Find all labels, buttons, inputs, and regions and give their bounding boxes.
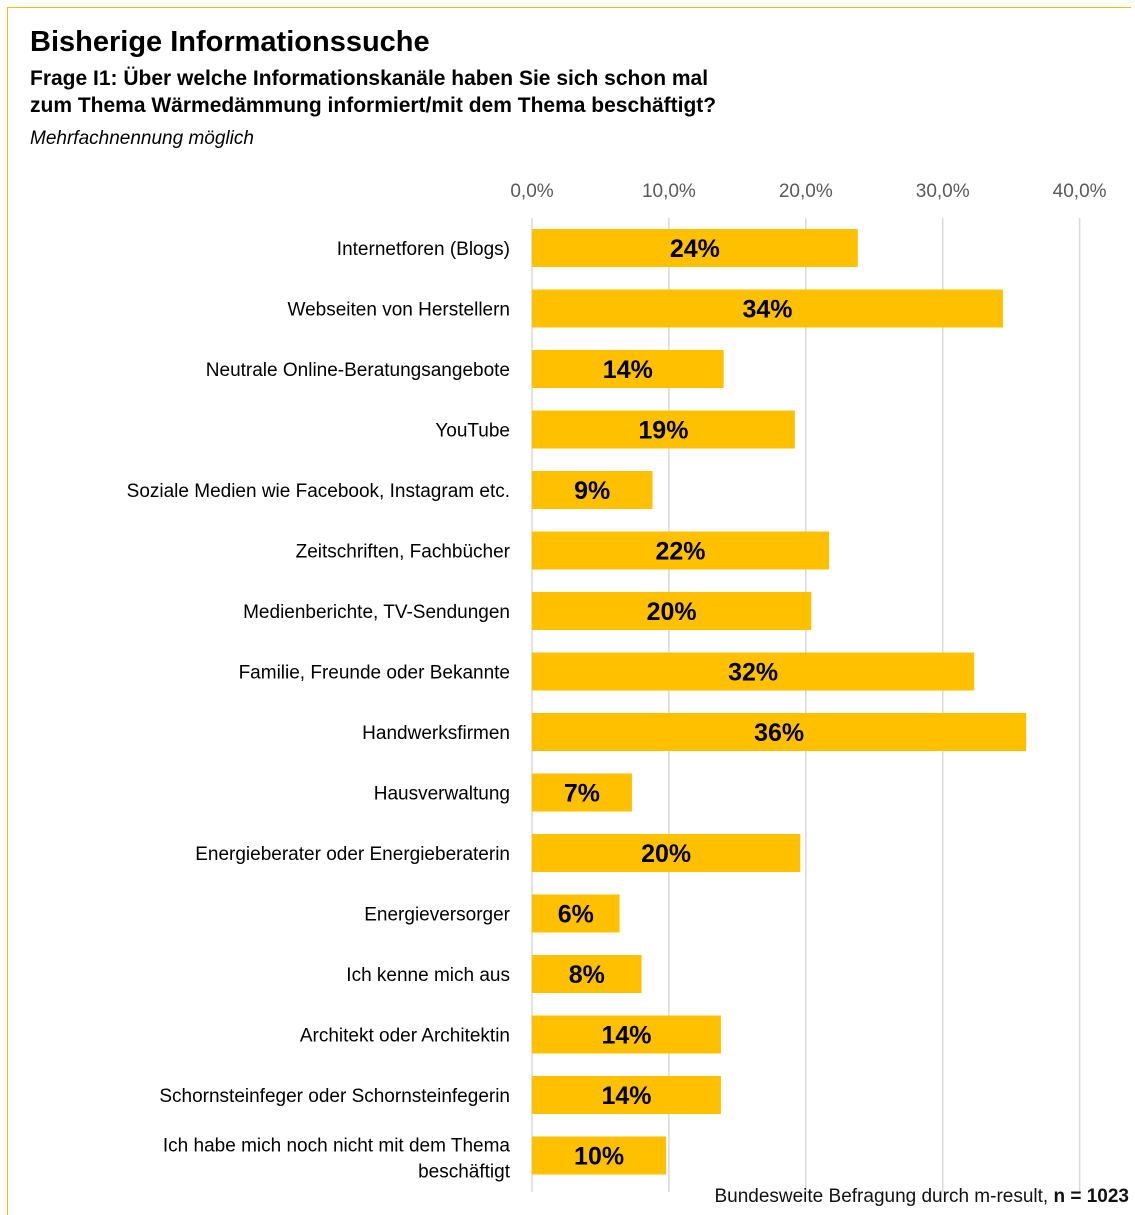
category-label: Handwerksfirmen [362,723,510,744]
category-label: Energieversorger [364,905,510,926]
bar [532,1076,721,1114]
question-text: Frage I1: Über welche Informationskanäle… [30,65,716,119]
footnote: Bundesweite Befragung durch m-result, n … [714,1186,1129,1208]
x-tick-label: 20,0% [779,181,833,202]
x-tick-label: 40,0% [1053,181,1107,202]
data-label: 34% [742,296,792,324]
category-label: Ich habe mich noch nicht mit dem Thema be… [163,1136,511,1183]
x-axis-ticks: 0,0% 10,0% 20,0% 30,0% 40,0% [510,181,1106,202]
bars [532,229,1027,1175]
bar [532,652,975,691]
category-label: Webseiten von Herstellern [288,300,510,321]
data-label: 24% [670,235,720,263]
data-label: 14% [601,1022,651,1050]
footnote-sample-size: n = 1023 [1053,1186,1129,1207]
category-labels: Internetforen (Blogs) Webseiten von Herst… [127,239,511,1183]
category-label: Schornsteinfeger oder Schornsteinfegerin [159,1086,510,1107]
data-label: 8% [569,961,605,989]
bar [532,289,1003,328]
data-label: 14% [603,356,653,384]
x-tick-label: 10,0% [642,181,696,202]
bar [532,531,830,570]
bar [532,229,858,267]
data-label: 7% [564,780,600,808]
bar [532,592,812,630]
bar [532,471,653,509]
category-label: Soziale Medien wie Facebook, Instagram e… [127,481,510,502]
bar [532,955,642,993]
bar [532,713,1027,751]
bar [532,410,795,449]
category-label: Medienberichte, TV-Sendungen [243,602,510,623]
x-tick-label: 0,0% [510,181,553,202]
data-label: 22% [656,538,706,566]
data-label: 36% [754,719,804,747]
data-label: 32% [728,659,778,687]
bar [532,350,724,388]
category-label: Familie, Freunde oder Bekannte [239,663,510,684]
category-label: Neutrale Online-Beratungsangebote [206,360,510,381]
data-label: 9% [574,477,610,505]
chart-subtitle: Mehrfachnennung möglich [30,128,254,149]
chart-title: Bisherige Informationssuche [30,26,430,58]
category-label: Architekt oder Architektin [300,1026,510,1047]
data-label: 20% [647,598,697,626]
category-label: Internetforen (Blogs) [337,239,510,260]
data-labels: 24% 34% 14% 19% 9% 22% 20% 32% 36% 7% 20% 6% 8% 14% 14… [558,235,804,1171]
category-label: Ich kenne mich aus [346,965,510,986]
category-label: Zeitschriften, Fachbücher [296,542,511,563]
bar [532,1015,721,1054]
bar [532,773,632,812]
data-label: 14% [601,1082,651,1110]
data-label: 10% [574,1143,624,1171]
footnote-source: Bundesweite Befragung durch m-result, [714,1186,1054,1207]
question-line-1: Frage I1: Über welche Informationskanäle… [30,67,709,90]
chart-frame [7,7,1131,1215]
category-label: Energieberater oder Energieberaterin [195,844,510,865]
data-label: 6% [558,901,594,929]
bar [532,894,620,933]
bar [532,834,801,872]
data-label: 20% [641,840,691,868]
data-label: 19% [638,417,688,445]
x-tick-label: 30,0% [916,181,970,202]
question-line-2: zum Thema Wärmedämmung informiert/mit de… [30,94,717,117]
category-label: YouTube [435,421,510,442]
category-label: Hausverwaltung [374,784,510,805]
bar [532,1136,667,1175]
